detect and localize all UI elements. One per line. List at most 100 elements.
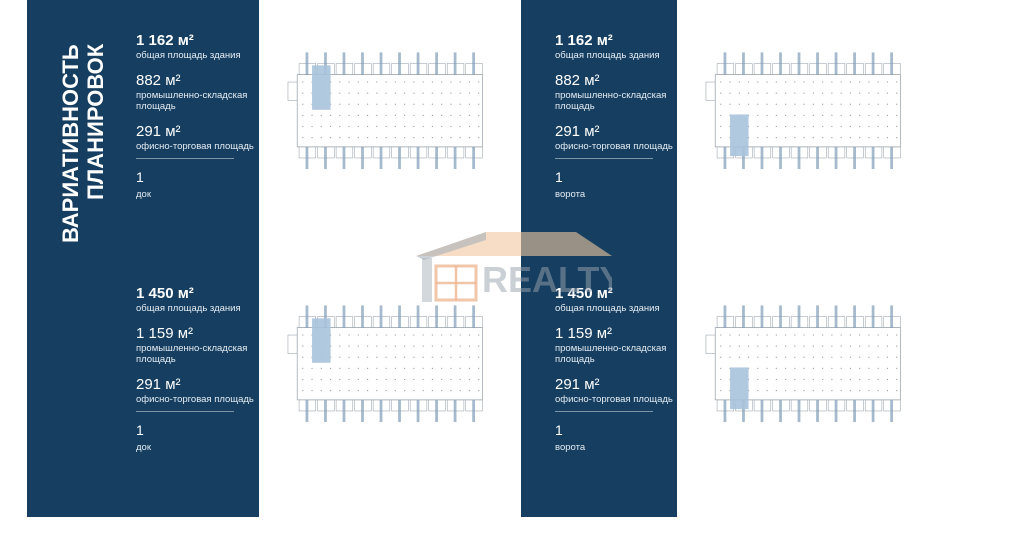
grid-dot (757, 81, 759, 83)
grid-dot (478, 356, 480, 358)
grid-dot (859, 125, 861, 128)
grid-dot (431, 136, 434, 139)
count-value: 1 (555, 169, 563, 185)
grid-dot (821, 114, 824, 117)
grid-dot (468, 367, 471, 370)
grid-dot (831, 367, 833, 370)
floor-plan-2 (698, 45, 913, 170)
grid-dot (348, 114, 350, 117)
grid-dot (747, 334, 750, 336)
column-top (379, 52, 383, 75)
grid-dot (339, 334, 341, 336)
grid-dot (394, 356, 397, 358)
grid-dot (794, 81, 796, 83)
grid-dot (413, 81, 415, 83)
column-top (834, 305, 838, 328)
grid-dot (302, 103, 304, 105)
grid-dot (376, 389, 378, 392)
grid-dot (775, 136, 777, 139)
grid-dot (394, 378, 397, 381)
grid-dot (886, 103, 889, 105)
grid-dot (394, 367, 397, 370)
grid-dot (757, 114, 759, 117)
grid-dot (441, 125, 443, 128)
grid-dot (450, 367, 452, 370)
grid-dot (459, 103, 461, 105)
floor-plan-svg (705, 305, 901, 423)
grid-dot (385, 345, 387, 347)
grid-dot (422, 81, 424, 83)
grid-dot (812, 81, 815, 83)
total-area-label: общая площадь здания (136, 50, 241, 61)
grid-dot (840, 81, 842, 83)
grid-dot (403, 345, 406, 347)
grid-dot (376, 136, 378, 139)
grid-dot (784, 367, 787, 370)
total-area-label: общая площадь здания (555, 50, 660, 61)
grid-dot (720, 103, 722, 105)
grid-dot (468, 356, 471, 358)
grid-dot (478, 367, 480, 370)
column-top (435, 52, 438, 75)
column-bottom (305, 399, 309, 423)
grid-dot (794, 136, 796, 139)
grid-dot (302, 356, 304, 358)
grid-dot (868, 345, 870, 347)
grid-dot (348, 92, 350, 94)
grid-dot (366, 334, 369, 336)
column-bottom (742, 146, 745, 170)
grid-dot (886, 356, 889, 358)
grid-dot (877, 345, 879, 347)
grid-dot (859, 103, 861, 105)
total-area-label: общая площадь здания (136, 303, 241, 314)
grid-dot (784, 345, 787, 347)
watermark-text: REALTY (482, 259, 612, 300)
column-bottom (834, 399, 838, 423)
grid-dot (775, 378, 777, 381)
grid-dot (821, 334, 824, 336)
grid-dot (812, 378, 815, 381)
grid-dot (329, 136, 332, 139)
column-bottom (853, 399, 856, 423)
grid-dot (840, 345, 842, 347)
grid-dot (886, 367, 889, 370)
grid-dot (794, 389, 796, 392)
grid-dot (385, 92, 387, 94)
grid-dot (803, 92, 805, 94)
grid-dot (877, 356, 879, 358)
grid-dot (775, 334, 777, 336)
grid-dot (348, 356, 350, 358)
grid-dot (831, 103, 833, 105)
grid-dot (403, 125, 406, 128)
grid-dot (357, 125, 359, 128)
grid-dot (794, 367, 796, 370)
office-area-value: 291 м² (136, 375, 181, 393)
grid-dot (849, 92, 852, 94)
grid-dot (896, 378, 898, 381)
column-top (453, 305, 457, 328)
divider (555, 411, 653, 412)
column-top (472, 305, 475, 328)
column-bottom (435, 399, 438, 423)
grid-dot (413, 136, 415, 139)
column-bottom (779, 399, 782, 423)
grid-dot (422, 103, 424, 105)
column-top (342, 52, 346, 75)
grid-dot (450, 356, 452, 358)
grid-dot (757, 367, 759, 370)
grid-dot (840, 389, 842, 392)
column-top (723, 305, 727, 328)
grid-dot (413, 356, 415, 358)
floor-plan-3 (280, 298, 495, 423)
grid-dot (339, 125, 341, 128)
column-top (453, 52, 457, 75)
grid-dot (821, 103, 824, 105)
grid-dot (478, 345, 480, 347)
grid-dot (896, 92, 898, 94)
grid-dot (385, 114, 387, 117)
column-bottom (472, 399, 475, 423)
office-area-label: офисно-торговая площадь (136, 393, 254, 405)
grid-dot (784, 81, 787, 83)
column-bottom (379, 146, 383, 170)
grid-dot (302, 378, 304, 381)
